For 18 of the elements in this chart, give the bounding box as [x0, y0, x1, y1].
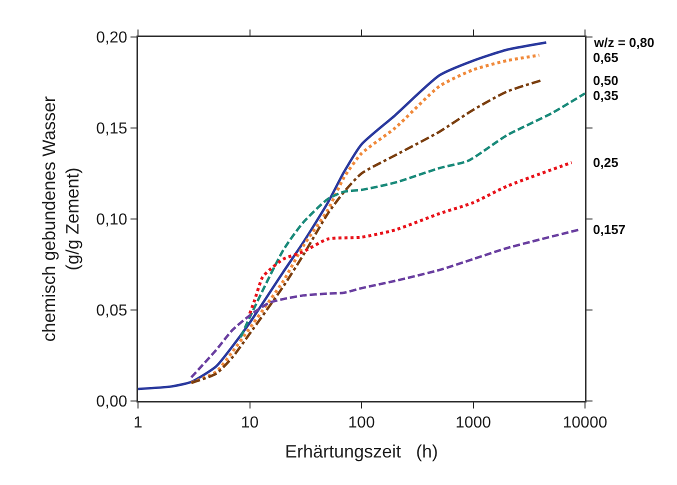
y-tick-label: 0,15 — [96, 120, 128, 138]
y-tick-label: 0,00 — [96, 394, 128, 411]
y-tick-label: 0,20 — [96, 30, 128, 47]
x-axis-title: Erhärtungszeit (h) — [284, 442, 438, 462]
x-tick-label: 1000 — [455, 414, 492, 432]
series-label: 0,35 — [593, 88, 618, 103]
text: 0,65 — [593, 50, 618, 65]
y-tick-label: 0,05 — [96, 302, 128, 320]
y-tick-label: 0,10 — [96, 212, 128, 229]
x-tick-label: 10 — [240, 414, 259, 432]
text: w/z = 0,80 — [593, 35, 654, 50]
x-tick-label: 1 — [134, 414, 143, 432]
series-label: 0,25 — [593, 155, 618, 170]
x-tick-label: 10000 — [562, 414, 608, 432]
series-label: 0,157 — [593, 222, 626, 237]
y-axis-title: chemisch gebundenes Wasser (g/g Zement) — [39, 96, 83, 342]
text: 0,50 — [593, 73, 618, 88]
x-tick-label: 100 — [348, 414, 375, 432]
